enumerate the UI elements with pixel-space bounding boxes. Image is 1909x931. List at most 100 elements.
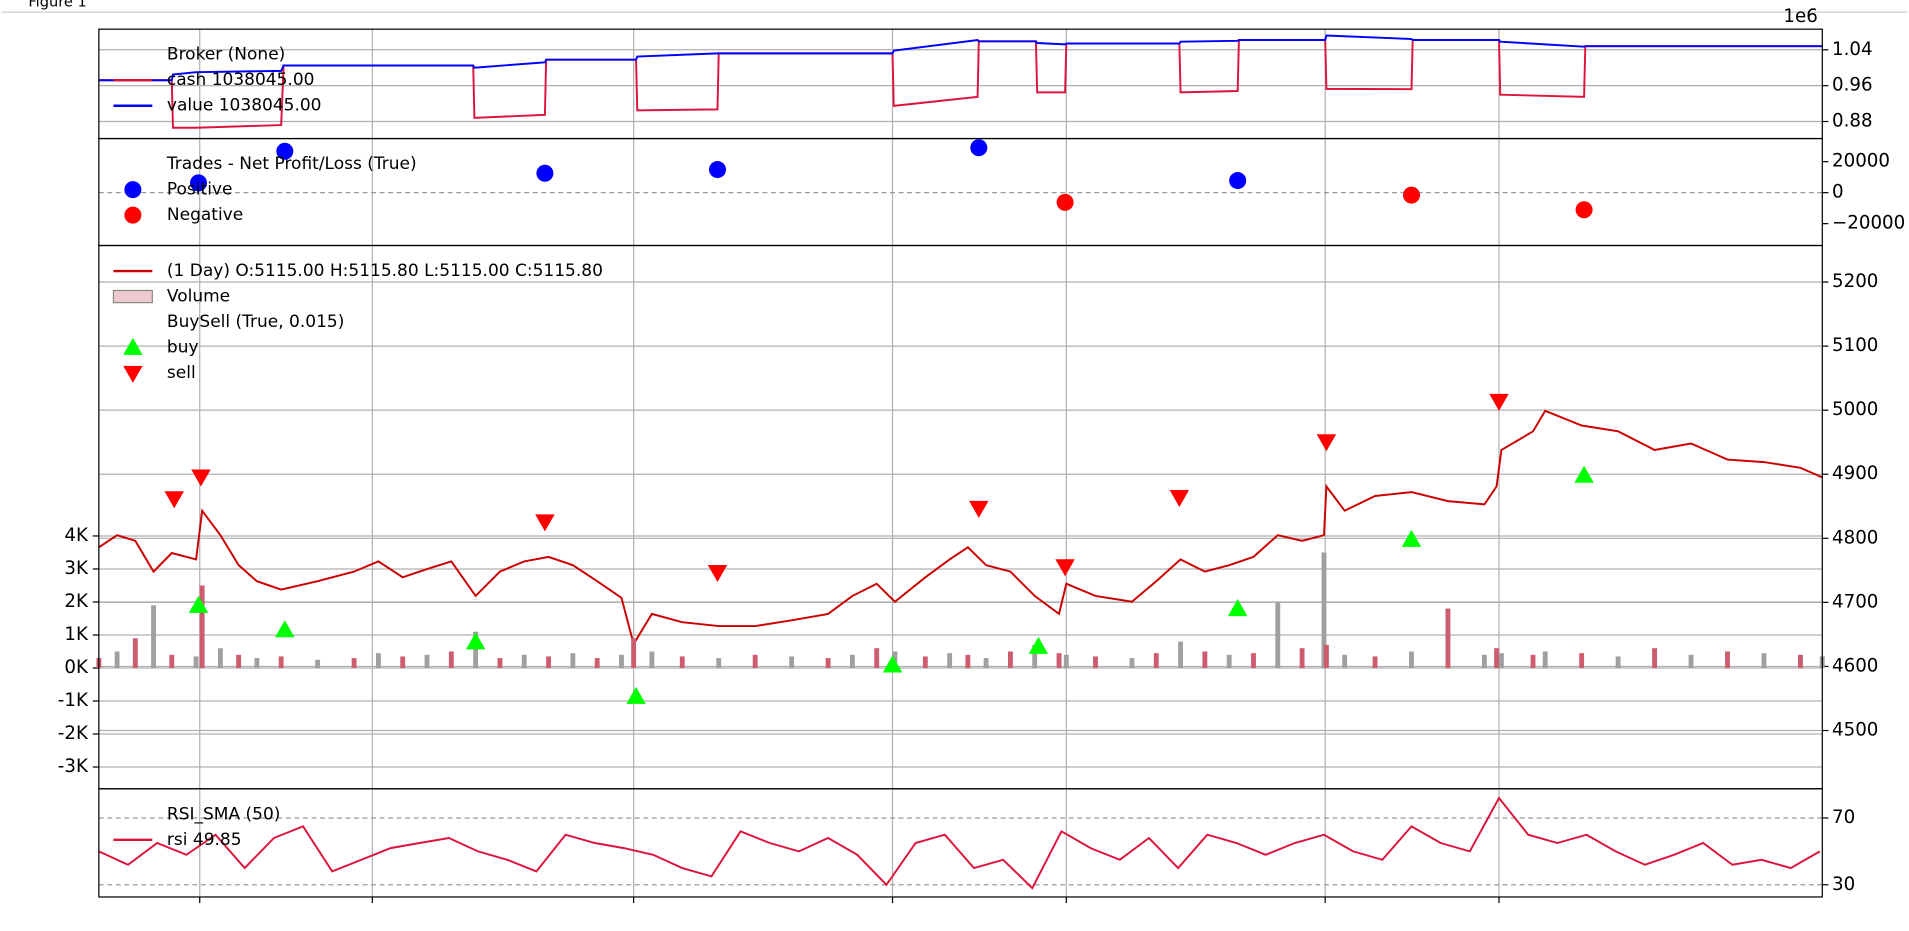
legend-label: (1 Day) O:5115.00 H:5115.80 L:5115.00 C:…	[167, 261, 603, 281]
legend-label: sell	[167, 363, 196, 383]
volume-bar	[965, 654, 971, 668]
volume-bar	[649, 651, 655, 668]
volume-bar	[1056, 653, 1062, 668]
volume-bar	[1652, 648, 1658, 668]
volume-bar	[789, 656, 795, 668]
volume-bar	[947, 653, 953, 668]
y2-tick-label: -1K	[58, 690, 89, 711]
volume-bar	[400, 656, 406, 668]
marker	[1575, 201, 1593, 219]
volume-bar	[114, 651, 120, 668]
volume-bar	[570, 653, 576, 668]
y2-tick-label: -3K	[58, 756, 89, 777]
volume-bar	[1530, 654, 1536, 668]
y2-tick-label: 2K	[64, 591, 89, 612]
marker	[191, 469, 211, 487]
marker	[536, 164, 554, 182]
line-series	[98, 796, 1821, 890]
volume-bar	[199, 585, 205, 668]
marker	[970, 139, 988, 157]
window-title: Figure 1	[28, 0, 86, 10]
volume-bar	[1342, 654, 1348, 668]
line-series	[98, 34, 1823, 82]
y-tick-label: 4800	[1832, 527, 1878, 548]
volume-bar	[217, 648, 223, 668]
volume-bar	[351, 658, 357, 668]
marker	[164, 491, 184, 509]
marker	[882, 655, 903, 673]
volume-bar	[1688, 654, 1694, 668]
legend-label: rsi 49.85	[167, 830, 242, 850]
y-tick-label: 5000	[1832, 399, 1878, 420]
legend-label: buy	[167, 338, 199, 358]
marker	[1028, 636, 1049, 654]
legend-label: Volume	[167, 287, 230, 307]
volume-bar	[1129, 658, 1135, 668]
volume-bar	[151, 605, 156, 668]
volume-bar	[497, 658, 503, 668]
volume-bar	[1153, 653, 1159, 668]
volume-bar	[254, 658, 260, 668]
marker	[1574, 465, 1594, 483]
marker	[1402, 186, 1420, 204]
marker	[707, 564, 728, 582]
y-tick-label: 4500	[1832, 719, 1878, 740]
y2-tick-label: 3K	[64, 558, 89, 579]
marker	[276, 142, 294, 160]
volume-bar	[1409, 651, 1414, 668]
legend-handle	[123, 365, 143, 383]
y2-tick-label: 1K	[64, 624, 89, 645]
marker	[275, 620, 295, 638]
marker	[1169, 490, 1190, 508]
marker	[1055, 559, 1075, 577]
marker	[1316, 434, 1337, 452]
marker	[1401, 529, 1422, 547]
volume-bar	[1007, 651, 1013, 668]
y2-tick-label: 4K	[64, 525, 89, 546]
y-tick-label: 70	[1832, 807, 1855, 828]
volume-bar	[825, 658, 831, 668]
volume-bar	[631, 638, 637, 668]
marker	[190, 174, 208, 192]
volume-bar	[1063, 654, 1069, 668]
volume-bar	[448, 651, 454, 668]
volume-bar	[922, 656, 928, 668]
volume-bar	[1494, 648, 1500, 668]
volume-bar	[874, 648, 880, 668]
volume-bar	[1299, 648, 1305, 668]
legend-handle	[124, 206, 142, 224]
legend-handle	[112, 289, 153, 304]
volume-bar	[1226, 654, 1232, 668]
volume-bar	[1579, 653, 1585, 668]
volume-bar	[315, 659, 321, 668]
legend-title: BuySell (True, 0.015)	[167, 312, 344, 332]
volume-bar	[716, 658, 722, 668]
y-tick-label: 1.04	[1832, 39, 1873, 60]
legend-label: cash 1038045.00	[167, 70, 315, 90]
marker	[969, 500, 989, 518]
volume-bar	[1275, 601, 1281, 668]
volume-bar	[752, 654, 758, 668]
volume-bar	[375, 653, 381, 668]
y-tick-label: 4600	[1832, 655, 1878, 676]
y-tick-label: 4700	[1832, 591, 1878, 612]
y-tick-label: 20000	[1832, 151, 1890, 172]
marker	[188, 595, 209, 613]
marker	[1489, 393, 1509, 411]
marker	[626, 686, 646, 704]
volume-bar	[1499, 653, 1504, 668]
panel-frame	[98, 788, 1823, 898]
volume-bar	[278, 656, 284, 668]
volume-bar	[679, 656, 685, 668]
volume-bar	[594, 658, 600, 668]
legend-title: RSI_SMA (50)	[167, 804, 281, 824]
marker	[465, 632, 486, 650]
volume-bar	[1251, 653, 1256, 668]
legend-label: Negative	[167, 205, 243, 225]
marker	[1229, 172, 1247, 190]
legend-handle	[123, 337, 143, 355]
y-tick-label: 0.88	[1832, 111, 1873, 132]
